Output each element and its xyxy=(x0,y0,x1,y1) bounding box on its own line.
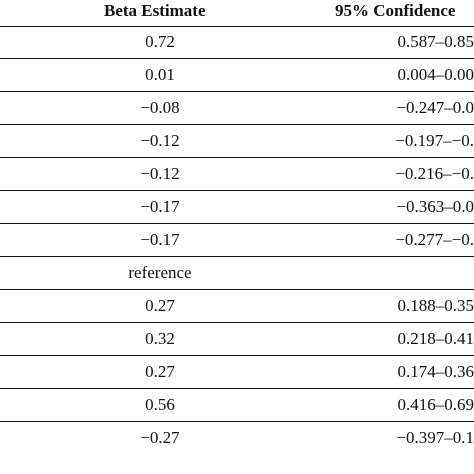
ci-value: −0.216–−0. xyxy=(395,164,474,183)
ci-cell: −0.363–0.0 xyxy=(340,191,474,223)
table-row: −0.27 −0.397–0.1 xyxy=(0,422,474,455)
table-row: 0.27 0.174–0.36 xyxy=(0,356,474,389)
ci-value: −0.247–0.0 xyxy=(396,98,474,117)
ci-value: 0.004–0.00 xyxy=(397,65,474,84)
ci-cell: −0.277–−0. xyxy=(340,224,474,256)
ci-cell: 0.587–0.85 xyxy=(340,26,474,58)
beta-cell: −0.27 xyxy=(140,428,180,447)
ci-cell: −0.247–0.0 xyxy=(340,92,474,124)
ci-value: 0.188–0.35 xyxy=(397,296,474,315)
ci-cell: −0.216–−0. xyxy=(340,158,474,190)
beta-cell: −0.12 xyxy=(140,131,180,150)
ci-value: 0.416–0.69 xyxy=(397,395,474,414)
ci-value: 0.174–0.36 xyxy=(397,362,474,381)
header-rule xyxy=(0,26,474,27)
ci-value: 0.587–0.85 xyxy=(397,32,474,51)
beta-cell: 0.27 xyxy=(145,296,175,315)
ci-value: −0.277–−0. xyxy=(395,230,474,249)
table-row: reference xyxy=(0,257,474,290)
beta-cell: 0.01 xyxy=(145,65,175,84)
beta-cell: reference xyxy=(128,263,192,282)
ci-cell: −0.197–−0. xyxy=(340,125,474,157)
ci-value: 0.218–0.41 xyxy=(397,329,474,348)
table-header-row: Beta Estimate 95% Confidence xyxy=(0,0,474,26)
table-row: 0.32 0.218–0.41 xyxy=(0,323,474,356)
beta-cell: 0.32 xyxy=(145,329,175,348)
ci-cell: 0.218–0.41 xyxy=(340,323,474,355)
header-beta-estimate: Beta Estimate xyxy=(104,1,206,20)
table-row: −0.12 −0.197–−0. xyxy=(0,125,474,158)
beta-cell: −0.08 xyxy=(140,98,180,117)
ci-cell: 0.174–0.36 xyxy=(340,356,474,388)
beta-cell: −0.12 xyxy=(140,164,180,183)
table-row: −0.08 −0.247–0.0 xyxy=(0,92,474,125)
ci-value: −0.363–0.0 xyxy=(396,197,474,216)
ci-cell: 0.188–0.35 xyxy=(340,290,474,322)
beta-cell: 0.72 xyxy=(145,32,175,51)
beta-cell: 0.27 xyxy=(145,362,175,381)
ci-cell: 0.004–0.00 xyxy=(340,59,474,91)
table-row: −0.12 −0.216–−0. xyxy=(0,158,474,191)
ci-cell: −0.397–0.1 xyxy=(340,422,474,454)
beta-cell: −0.17 xyxy=(140,230,180,249)
ci-cell xyxy=(340,257,474,289)
table-row: −0.17 −0.363–0.0 xyxy=(0,191,474,224)
ci-cell: 0.416–0.69 xyxy=(340,389,474,421)
table-row: 0.27 0.188–0.35 xyxy=(0,290,474,323)
table-row: 0.01 0.004–0.00 xyxy=(0,59,474,92)
ci-value: −0.397–0.1 xyxy=(396,428,474,447)
beta-cell: −0.17 xyxy=(140,197,180,216)
beta-cell: 0.56 xyxy=(145,395,175,414)
table-row: 0.56 0.416–0.69 xyxy=(0,389,474,422)
ci-value: −0.197–−0. xyxy=(395,131,474,150)
header-confidence-interval: 95% Confidence xyxy=(335,1,456,20)
table-row: −0.17 −0.277–−0. xyxy=(0,224,474,257)
table-body: 0.72 0.587–0.85 0.01 0.004–0.00 −0.08 −0… xyxy=(0,26,474,455)
table-row: 0.72 0.587–0.85 xyxy=(0,26,474,59)
